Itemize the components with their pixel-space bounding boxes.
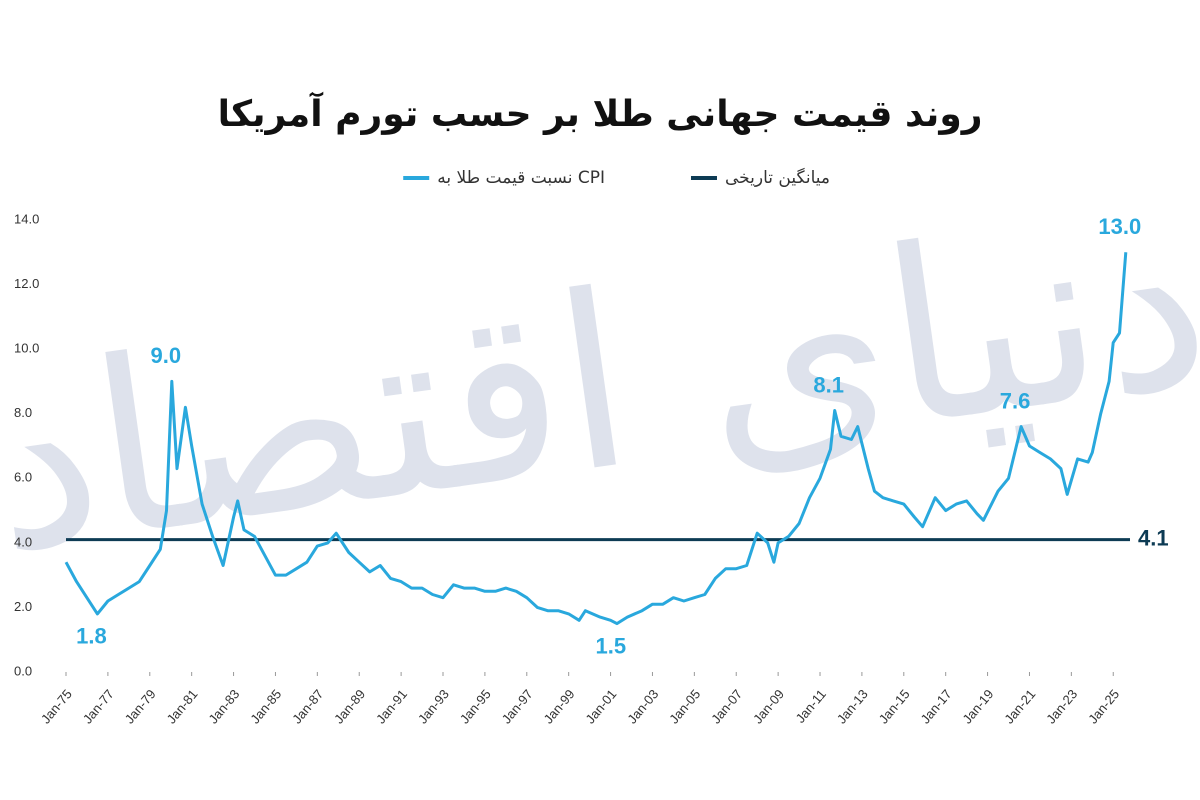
chart-title: روند قیمت جهانی طلا بر حسب تورم آمریکا — [218, 91, 983, 135]
annotation: 1.8 — [76, 624, 107, 649]
annotation: 7.6 — [1000, 388, 1031, 413]
y-tick-label: 10.0 — [14, 341, 39, 356]
y-tick-label: 8.0 — [14, 405, 32, 420]
reference-label: 4.1 — [1138, 525, 1169, 550]
y-tick-label: 12.0 — [14, 276, 39, 291]
annotation: 13.0 — [1098, 214, 1141, 239]
annotation: 1.5 — [596, 633, 627, 658]
legend-label: میانگین تاریخی — [725, 167, 830, 188]
y-tick-label: 6.0 — [14, 470, 32, 485]
annotation: 9.0 — [150, 343, 181, 368]
y-tick-label: 14.0 — [14, 211, 39, 226]
y-tick-label: 4.0 — [14, 534, 32, 549]
legend-label: نسبت قیمت طلا به CPI — [437, 168, 605, 188]
y-tick-label: 2.0 — [14, 599, 32, 614]
annotation: 8.1 — [813, 372, 844, 397]
legend: میانگین تاریخی نسبت قیمت طلا به CPI — [403, 167, 830, 188]
series-line — [64, 252, 1128, 626]
y-tick-label: 0.0 — [14, 663, 32, 678]
